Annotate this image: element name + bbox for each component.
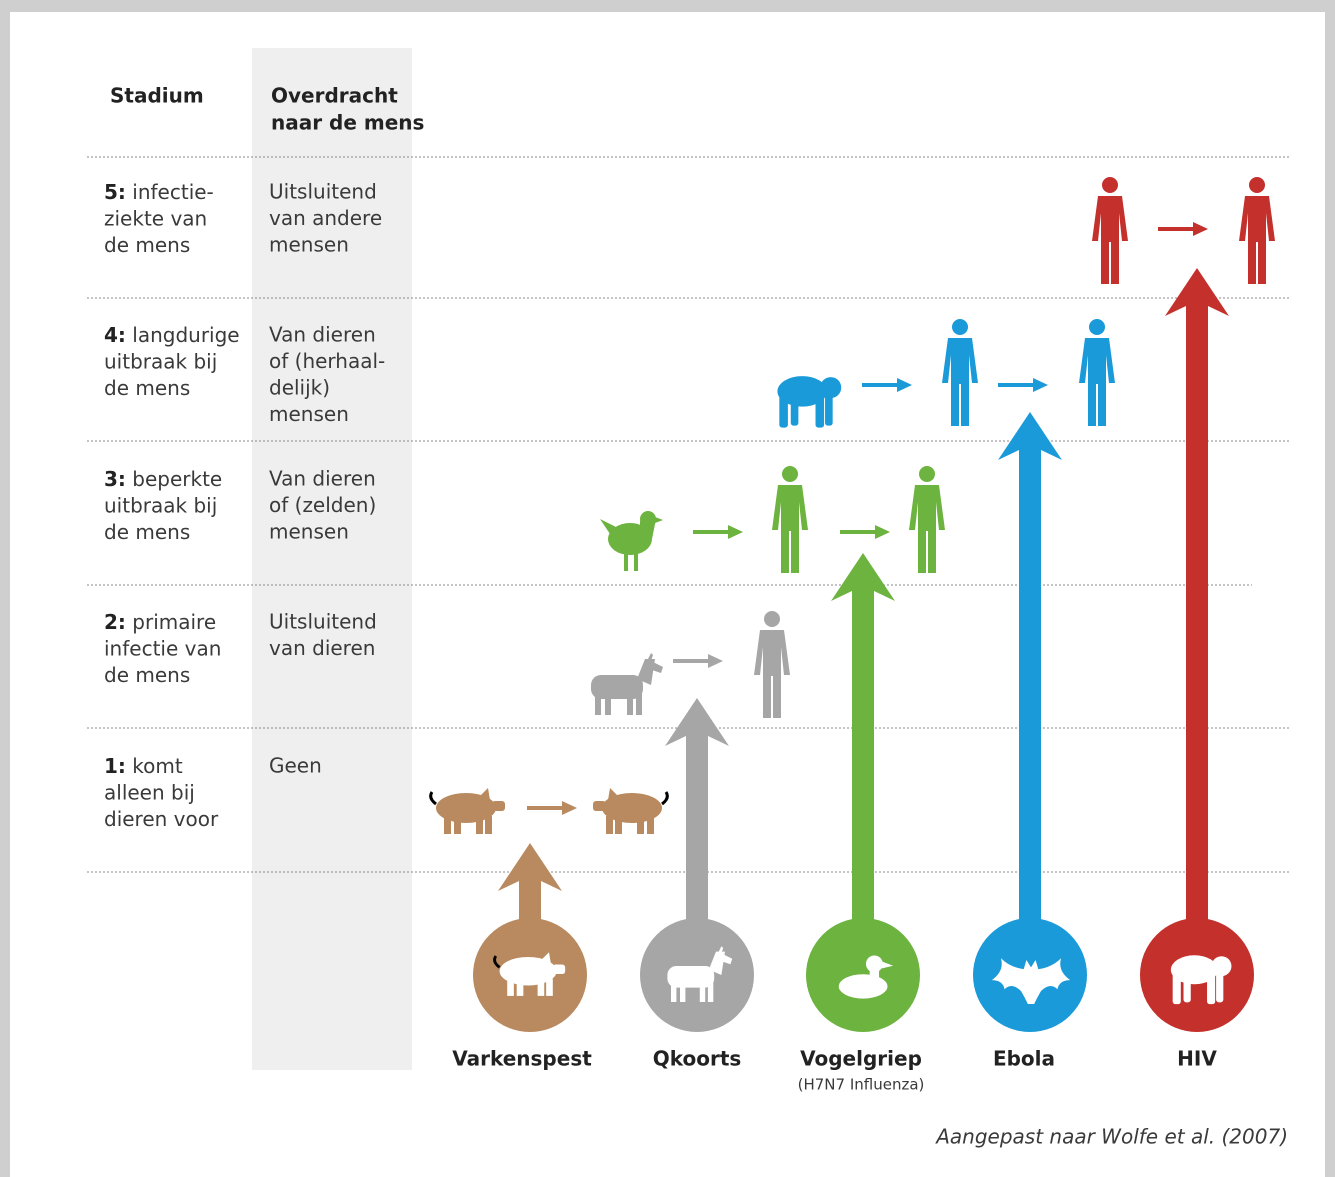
disease-name: Vogelgriep	[800, 1047, 922, 1071]
stage-transmission: delijk)	[269, 376, 330, 400]
stage-line: komt	[132, 754, 183, 778]
stage-line: de mens	[104, 663, 190, 687]
stage-description: 2: primaire	[104, 610, 216, 634]
stage-line: primaire	[132, 610, 216, 634]
disease-name: HIV	[1177, 1047, 1217, 1071]
stage-description: 1: komt	[104, 754, 183, 778]
stage-number: 1:	[104, 754, 126, 778]
stage-number: 2:	[104, 610, 126, 634]
diagram: Stadium Overdracht naar de mens 5: infec…	[0, 0, 1335, 1177]
stage-description: de mens	[104, 663, 190, 687]
stage-transmission: mensen	[269, 402, 349, 426]
disease-name: Varkenspest	[452, 1047, 592, 1071]
stage-line: uitbraak bij	[104, 349, 217, 373]
stage-description: uitbraak bij	[104, 349, 217, 373]
stage-description: uitbraak bij	[104, 493, 217, 517]
stage-transmission: Geen	[269, 754, 322, 778]
stage-description: de mens	[104, 376, 190, 400]
stage-line: de mens	[104, 233, 190, 257]
stage-line: uitbraak bij	[104, 493, 217, 517]
stage-transmission: mensen	[269, 233, 349, 257]
stage-transmission: of (herhaal-	[269, 349, 385, 373]
stage-line: dieren voor	[104, 807, 219, 831]
disease-name: Qkoorts	[653, 1047, 742, 1071]
header-transmission: naar de mens	[271, 111, 424, 135]
stage-number: 5:	[104, 180, 126, 204]
stage-line: beperkte	[132, 467, 222, 491]
header-transmission: Overdracht	[271, 84, 398, 108]
disease-subtitle: (H7N7 Influenza)	[798, 1076, 925, 1094]
stage-line: ziekte van	[104, 206, 207, 230]
stage-transmission: Uitsluitend	[269, 180, 377, 204]
stage-line: langdurige	[132, 323, 239, 347]
stage-transmission: van dieren	[269, 636, 375, 660]
stage-transmission: Van dieren	[269, 323, 376, 347]
stage-transmission: mensen	[269, 520, 349, 544]
stage-description: alleen bij	[104, 780, 195, 804]
stage-transmission: of (zelden)	[269, 493, 376, 517]
stage-transmission: Van dieren	[269, 467, 376, 491]
stage-description: 3: beperkte	[104, 467, 222, 491]
stage-transmission: van andere	[269, 206, 382, 230]
stage-line: infectie van	[104, 636, 221, 660]
stage-description: ziekte van	[104, 206, 207, 230]
stage-description: infectie van	[104, 636, 221, 660]
page: Stadium Overdracht naar de mens 5: infec…	[0, 0, 1335, 1177]
stage-description: de mens	[104, 233, 190, 257]
credit: Aangepast naar Wolfe et al. (2007)	[934, 1125, 1288, 1149]
stage-line: de mens	[104, 376, 190, 400]
stage-description: 5: infectie-	[104, 180, 214, 204]
stage-line: alleen bij	[104, 780, 195, 804]
header-stadium: Stadium	[110, 84, 204, 108]
stage-description: dieren voor	[104, 807, 219, 831]
stage-number: 4:	[104, 323, 126, 347]
stage-number: 3:	[104, 467, 126, 491]
disease-name: Ebola	[993, 1047, 1055, 1071]
stage-line: de mens	[104, 520, 190, 544]
stage-line: infectie-	[132, 180, 214, 204]
stage-description: de mens	[104, 520, 190, 544]
stage-description: 4: langdurige	[104, 323, 240, 347]
stage-transmission: Uitsluitend	[269, 610, 377, 634]
